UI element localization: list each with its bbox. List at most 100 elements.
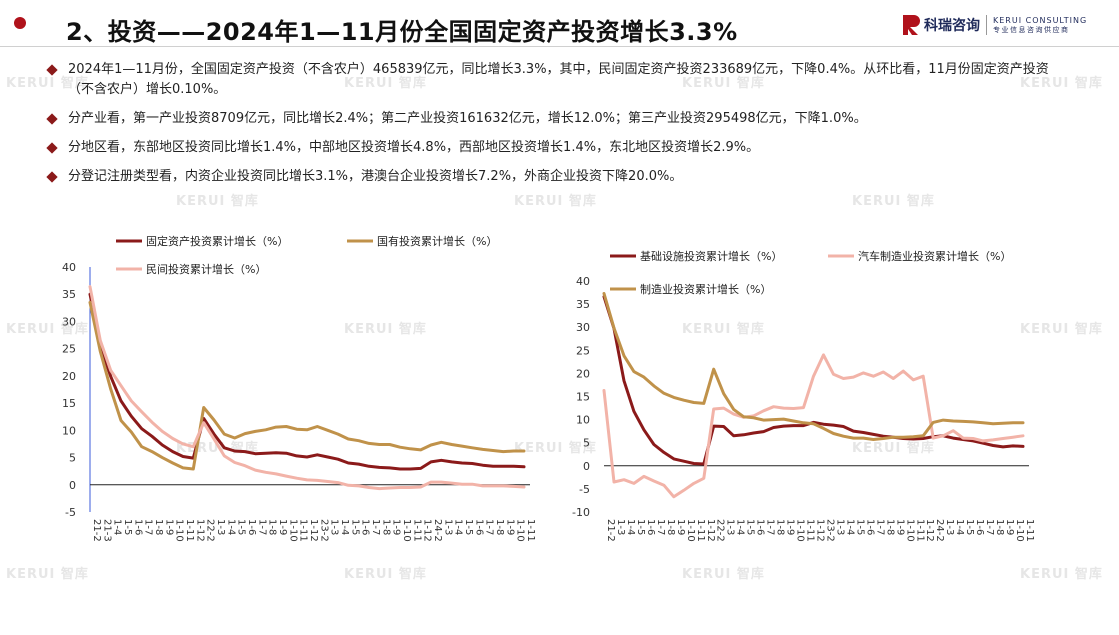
watermark-text: KERUI 智库 bbox=[682, 567, 765, 582]
x-tick-label: 1-6 bbox=[755, 519, 766, 535]
bullet-item: 分登记注册类型看，内资企业投资同比增长3.1%，港澳台企业投资增长7.2%，外商… bbox=[46, 167, 1066, 187]
x-tick-label: 23-2 bbox=[824, 519, 835, 542]
x-tick-label: 1-7 bbox=[484, 519, 495, 535]
x-tick-label: 1-12 bbox=[705, 519, 716, 542]
x-tick-label: 24-2 bbox=[934, 519, 945, 542]
x-tick-label: 1-10 bbox=[1014, 519, 1025, 542]
x-tick-label: 1-7 bbox=[984, 519, 995, 535]
x-tick-label: 1-9 bbox=[504, 519, 515, 535]
y-tick-label: 40 bbox=[576, 275, 590, 288]
bullet-text: 2024年1—11月份，全国固定资产投资（不含农户）465839亿元，同比增长3… bbox=[68, 62, 1049, 97]
x-tick-label: 1-12 bbox=[815, 519, 826, 542]
x-tick-label: 1-4 bbox=[112, 519, 123, 535]
series-line-2 bbox=[88, 285, 526, 491]
x-tick-label: 1-8 bbox=[775, 519, 786, 535]
logo-text-en: KERUI CONSULTING bbox=[993, 15, 1088, 25]
watermark-text: KERUI 智库 bbox=[1020, 567, 1103, 582]
summary-bullets: 2024年1—11月份，全国固定资产投资（不含农户）465839亿元，同比增长3… bbox=[46, 60, 1066, 196]
x-tick-label: 1-11 bbox=[1024, 519, 1035, 542]
x-tick-label: 1-11 bbox=[695, 519, 706, 542]
watermark-text: KERUI 智库 bbox=[344, 567, 427, 582]
x-tick-label: 1-9 bbox=[785, 519, 796, 535]
watermark-text: KERUI 智库 bbox=[6, 76, 89, 91]
x-tick-label: 22-2 bbox=[715, 519, 726, 542]
x-tick-label: 1-10 bbox=[685, 519, 696, 542]
x-tick-label: 1-12 bbox=[308, 519, 319, 542]
x-tick-label: 1-6 bbox=[360, 519, 371, 535]
x-tick-label: 24-2 bbox=[432, 519, 443, 542]
x-tick-label: 1-5 bbox=[635, 519, 646, 535]
logo-text-cn: 科瑞咨询 bbox=[924, 18, 980, 34]
bullet-text: 分产业看，第一产业投资8709亿元，同比增长2.4%；第二产业投资161632亿… bbox=[68, 111, 867, 126]
bullet-text: 分登记注册类型看，内资企业投资同比增长3.1%，港澳台企业投资增长7.2%，外商… bbox=[68, 169, 683, 184]
x-tick-label: 1-9 bbox=[163, 519, 174, 535]
y-tick-label: 5 bbox=[583, 437, 590, 450]
series-line-2 bbox=[602, 292, 1025, 441]
legend-label: 汽车制造业投资累计增长（%） bbox=[858, 249, 1011, 263]
x-tick-label: 1-5 bbox=[854, 519, 865, 535]
x-tick-label: 1-6 bbox=[645, 519, 656, 535]
x-tick-label: 1-6 bbox=[473, 519, 484, 535]
x-tick-label: 1-7 bbox=[370, 519, 381, 535]
watermark-text: KERUI 智库 bbox=[6, 567, 89, 582]
x-tick-label: 1-11 bbox=[914, 519, 925, 542]
x-tick-label: 1-10 bbox=[401, 519, 412, 542]
watermark-text: KERUI 智库 bbox=[344, 76, 427, 91]
y-tick-label: 20 bbox=[62, 370, 76, 383]
y-tick-label: 40 bbox=[62, 261, 76, 274]
x-tick-label: 1-8 bbox=[884, 519, 895, 535]
x-tick-label: 1-8 bbox=[153, 519, 164, 535]
y-tick-label: 0 bbox=[69, 479, 76, 492]
x-tick-label: 21-2 bbox=[91, 519, 102, 542]
x-tick-label: 1-5 bbox=[463, 519, 474, 535]
series-line-1 bbox=[88, 300, 526, 471]
series-line-0 bbox=[88, 292, 526, 471]
legend-label: 民间投资累计增长（%） bbox=[146, 262, 266, 276]
x-tick-label: 1-7 bbox=[765, 519, 776, 535]
x-tick-label: 1-5 bbox=[122, 519, 133, 535]
y-tick-label: 10 bbox=[62, 424, 76, 437]
watermark-text: KERUI 智库 bbox=[514, 194, 597, 209]
x-tick-label: 1-8 bbox=[994, 519, 1005, 535]
bullet-item: 分地区看，东部地区投资同比增长1.4%，中部地区投资增长4.8%，西部地区投资增… bbox=[46, 138, 1066, 158]
x-tick-label: 1-3 bbox=[615, 519, 626, 535]
y-tick-label: -5 bbox=[65, 506, 76, 519]
x-tick-label: 1-10 bbox=[795, 519, 806, 542]
legend-label: 国有投资累计增长（%） bbox=[377, 234, 497, 248]
x-tick-label: 1-3 bbox=[944, 519, 955, 535]
logo-subtitle: 专业信息咨询供应商 bbox=[993, 25, 1070, 34]
y-tick-label: 30 bbox=[62, 315, 76, 328]
title-divider bbox=[0, 46, 1119, 47]
x-tick-label: 1-3 bbox=[834, 519, 845, 535]
x-tick-label: 1-11 bbox=[298, 519, 309, 542]
logo-separator bbox=[986, 15, 987, 35]
x-tick-label: 1-7 bbox=[655, 519, 666, 535]
x-tick-label: 1-8 bbox=[380, 519, 391, 535]
x-tick-label: 1-9 bbox=[277, 519, 288, 535]
x-tick-label: 1-6 bbox=[132, 519, 143, 535]
x-tick-label: 1-3 bbox=[329, 519, 340, 535]
y-tick-label: -5 bbox=[579, 483, 590, 496]
series-line-1 bbox=[602, 353, 1025, 499]
title-bullet-dot bbox=[14, 17, 26, 29]
x-tick-label: 1-10 bbox=[287, 519, 298, 542]
x-tick-label: 1-9 bbox=[391, 519, 402, 535]
x-tick-label: 1-8 bbox=[665, 519, 676, 535]
watermark-text: KERUI 智库 bbox=[176, 194, 259, 209]
x-tick-label: 22-2 bbox=[205, 519, 216, 542]
y-tick-label: 5 bbox=[69, 452, 76, 465]
x-tick-label: 1-11 bbox=[525, 519, 536, 542]
y-tick-label: 15 bbox=[576, 391, 590, 404]
legend-label: 制造业投资累计增长（%） bbox=[640, 282, 771, 296]
x-tick-label: 21-3 bbox=[101, 519, 112, 542]
x-tick-label: 1-6 bbox=[246, 519, 257, 535]
bullet-text: 分地区看，东部地区投资同比增长1.4%，中部地区投资增长4.8%，西部地区投资增… bbox=[68, 140, 760, 155]
x-tick-label: 1-9 bbox=[1004, 519, 1015, 535]
y-tick-label: 35 bbox=[576, 298, 590, 311]
y-tick-label: -10 bbox=[572, 506, 590, 519]
x-tick-label: 1-3 bbox=[215, 519, 226, 535]
x-tick-label: 1-4 bbox=[735, 519, 746, 535]
bullet-item: 2024年1—11月份，全国固定资产投资（不含农户）465839亿元，同比增长3… bbox=[46, 60, 1066, 100]
x-tick-label: 1-10 bbox=[515, 519, 526, 542]
